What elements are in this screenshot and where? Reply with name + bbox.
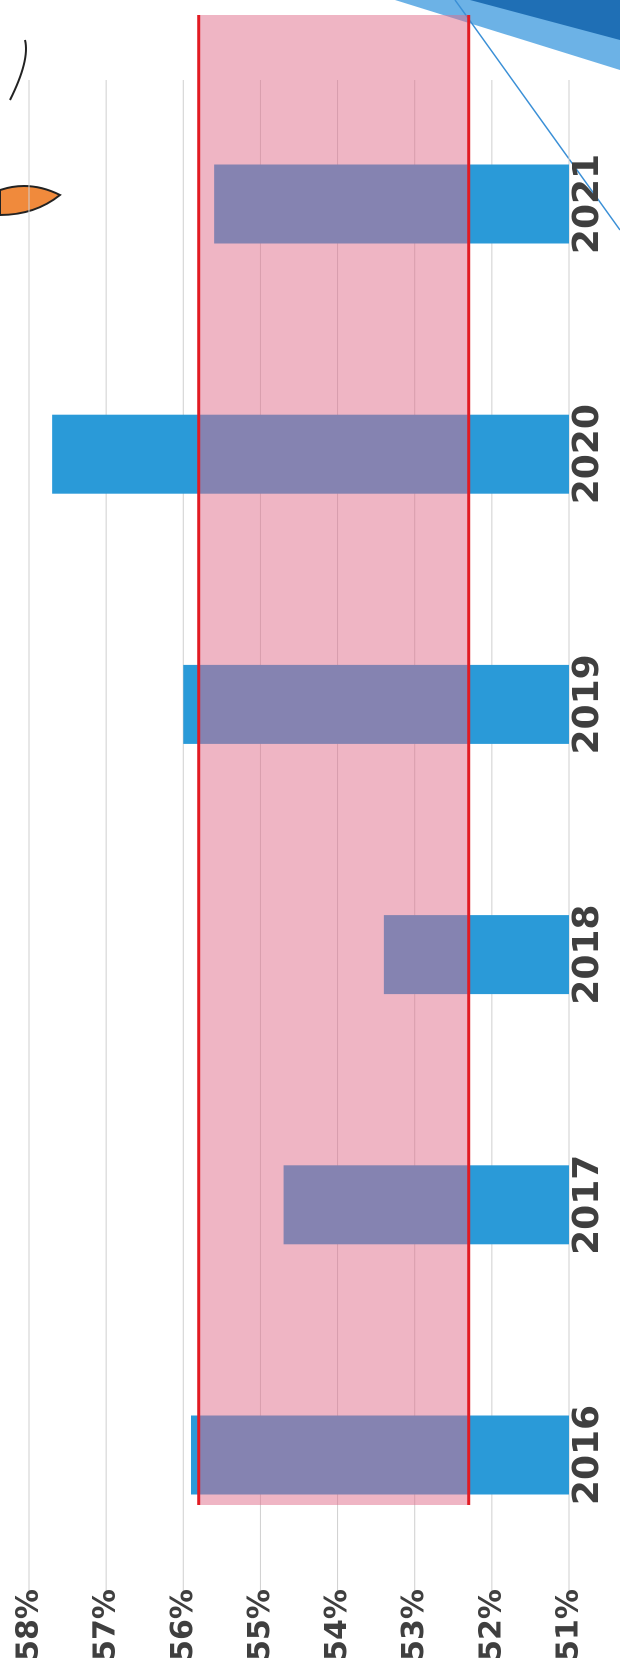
y-tick-label: 2020: [566, 404, 607, 504]
decoration: [9, 39, 27, 101]
x-tick-label: 52%: [473, 1589, 508, 1658]
x-tick-label: 53%: [396, 1589, 431, 1658]
highlight-band: [198, 15, 469, 1505]
y-tick-label: 2018: [566, 904, 607, 1004]
decoration: [0, 185, 62, 217]
x-tick-label: 57%: [88, 1589, 123, 1658]
y-tick-label: 2017: [566, 1155, 607, 1255]
y-tick-label: 2021: [566, 154, 607, 254]
decoration: [470, 0, 620, 40]
x-tick-label: 56%: [165, 1589, 200, 1658]
decoration: [454, 0, 620, 231]
x-tick-label: 55%: [242, 1589, 277, 1658]
x-tick-label: 51%: [551, 1589, 586, 1658]
x-tick-label: 58%: [11, 1589, 46, 1658]
x-tick-label: 54%: [319, 1589, 354, 1658]
y-tick-label: 2016: [566, 1405, 607, 1505]
y-tick-label: 2019: [566, 654, 607, 754]
